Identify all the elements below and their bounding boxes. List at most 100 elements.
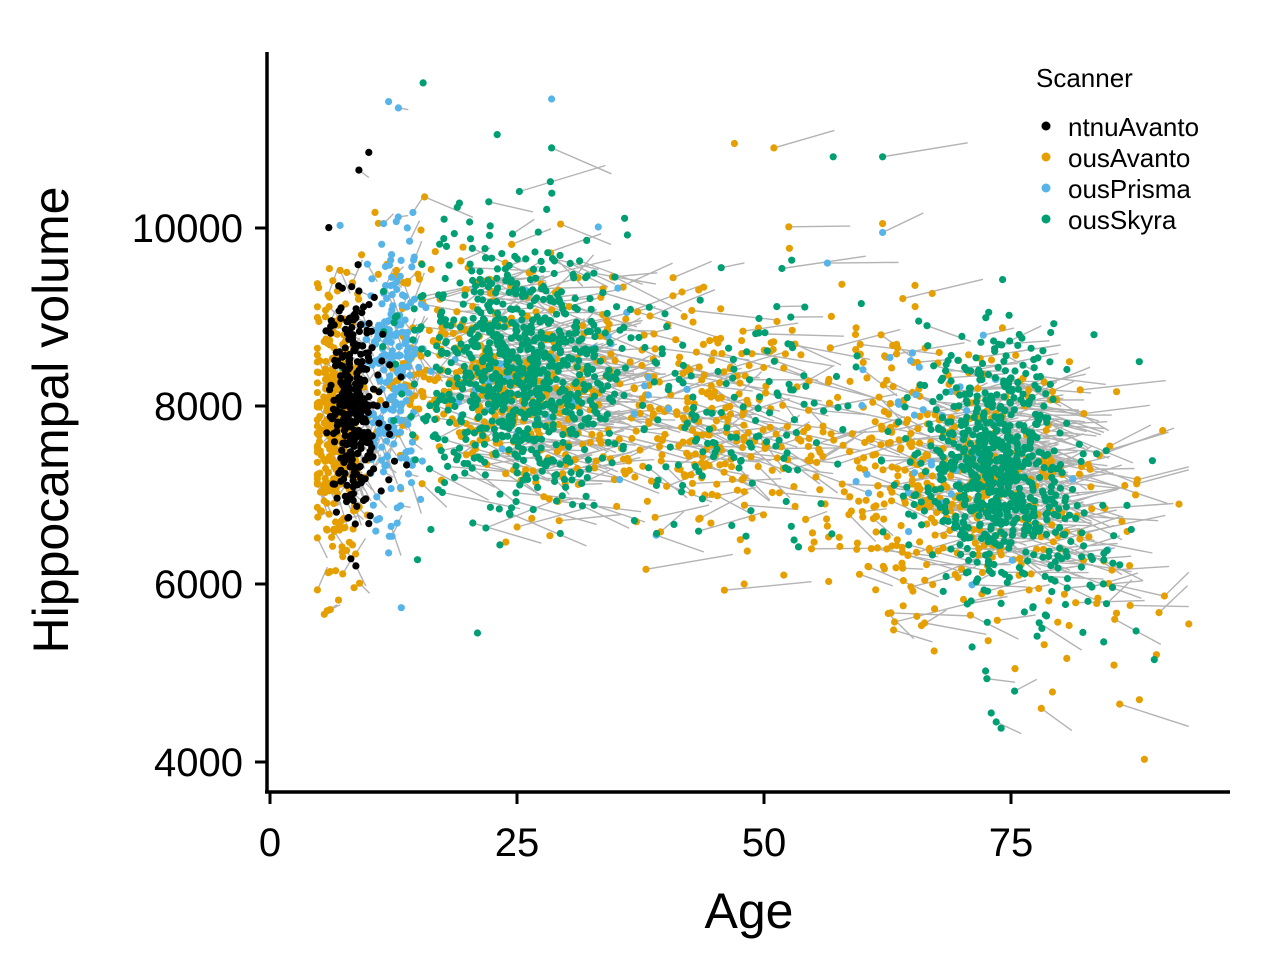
- data-point: [509, 411, 517, 420]
- data-point: [394, 213, 402, 221]
- data-point: [650, 373, 658, 381]
- data-point: [380, 366, 388, 374]
- data-point: [935, 465, 943, 473]
- data-point: [499, 406, 507, 414]
- data-point: [802, 515, 810, 524]
- data-point: [924, 484, 932, 492]
- data-point: [867, 545, 875, 553]
- data-point: [604, 382, 612, 390]
- data-point: [370, 293, 378, 301]
- data-point: [343, 268, 351, 276]
- data-point: [869, 398, 877, 406]
- data-point: [853, 545, 861, 553]
- data-point: [1009, 519, 1017, 528]
- connect-line: [823, 410, 866, 416]
- data-point: [817, 500, 825, 508]
- data-point: [317, 507, 326, 515]
- data-point: [453, 456, 461, 464]
- data-point: [1061, 515, 1069, 523]
- connect-line: [515, 500, 597, 526]
- data-point: [937, 476, 945, 484]
- data-point: [583, 272, 591, 280]
- data-point: [512, 498, 520, 506]
- data-point: [384, 317, 392, 325]
- data-point: [622, 315, 630, 323]
- data-point: [328, 455, 336, 463]
- data-point: [773, 317, 781, 326]
- data-point: [440, 235, 448, 243]
- data-point: [1019, 399, 1028, 407]
- data-point: [503, 368, 511, 376]
- data-point: [972, 408, 980, 416]
- connect-line: [882, 142, 968, 158]
- connect-line: [1090, 467, 1135, 470]
- data-point: [788, 256, 796, 264]
- data-point: [823, 515, 831, 523]
- data-point: [957, 417, 966, 425]
- data-point: [562, 483, 570, 491]
- data-point: [819, 428, 827, 436]
- data-point: [500, 315, 508, 323]
- data-point: [488, 407, 496, 415]
- data-point: [1132, 627, 1140, 635]
- connect-line: [882, 212, 924, 234]
- data-point: [414, 369, 422, 377]
- data-point: [1093, 450, 1101, 458]
- data-point: [499, 300, 507, 308]
- data-point: [728, 463, 736, 471]
- connect-line: [975, 344, 1061, 359]
- data-point: [647, 477, 656, 485]
- data-point: [350, 311, 358, 320]
- data-point: [915, 363, 923, 371]
- data-point: [790, 483, 798, 491]
- data-point: [1140, 755, 1148, 763]
- data-point: [687, 471, 695, 479]
- connect-line: [560, 223, 612, 246]
- data-point: [611, 356, 619, 365]
- data-point: [893, 541, 901, 550]
- data-point: [794, 543, 803, 551]
- data-point: [848, 430, 856, 438]
- data-point: [470, 454, 478, 462]
- data-point: [908, 349, 917, 357]
- data-point: [1002, 421, 1010, 430]
- data-point: [320, 398, 328, 406]
- data-point: [477, 319, 485, 327]
- data-point: [518, 291, 526, 299]
- data-point: [605, 429, 614, 437]
- data-point: [548, 456, 556, 464]
- connect-line: [1045, 575, 1104, 580]
- data-point: [1018, 334, 1026, 342]
- data-point: [825, 577, 833, 586]
- data-point: [424, 349, 432, 358]
- data-point: [316, 412, 324, 420]
- data-point: [928, 551, 937, 559]
- data-point: [529, 316, 537, 324]
- data-point: [937, 485, 945, 493]
- data-point: [397, 604, 405, 612]
- data-point: [844, 402, 852, 410]
- data-point: [326, 413, 334, 421]
- data-point: [698, 431, 706, 439]
- data-point: [735, 464, 743, 472]
- data-point: [977, 369, 985, 378]
- data-point: [475, 369, 483, 377]
- data-point: [502, 538, 510, 546]
- data-point: [520, 399, 529, 407]
- data-point: [363, 260, 371, 268]
- connect-line: [788, 225, 851, 228]
- data-point: [313, 470, 321, 479]
- data-point: [897, 522, 905, 530]
- data-point: [440, 453, 448, 461]
- data-point: [973, 392, 981, 400]
- data-point: [440, 215, 448, 223]
- data-point: [392, 266, 401, 274]
- data-point: [820, 407, 828, 415]
- data-point: [993, 497, 1002, 505]
- data-point: [631, 473, 639, 481]
- data-point: [975, 512, 983, 520]
- data-point: [880, 515, 888, 523]
- data-point: [773, 454, 781, 462]
- data-point: [313, 442, 321, 450]
- data-point: [948, 429, 956, 437]
